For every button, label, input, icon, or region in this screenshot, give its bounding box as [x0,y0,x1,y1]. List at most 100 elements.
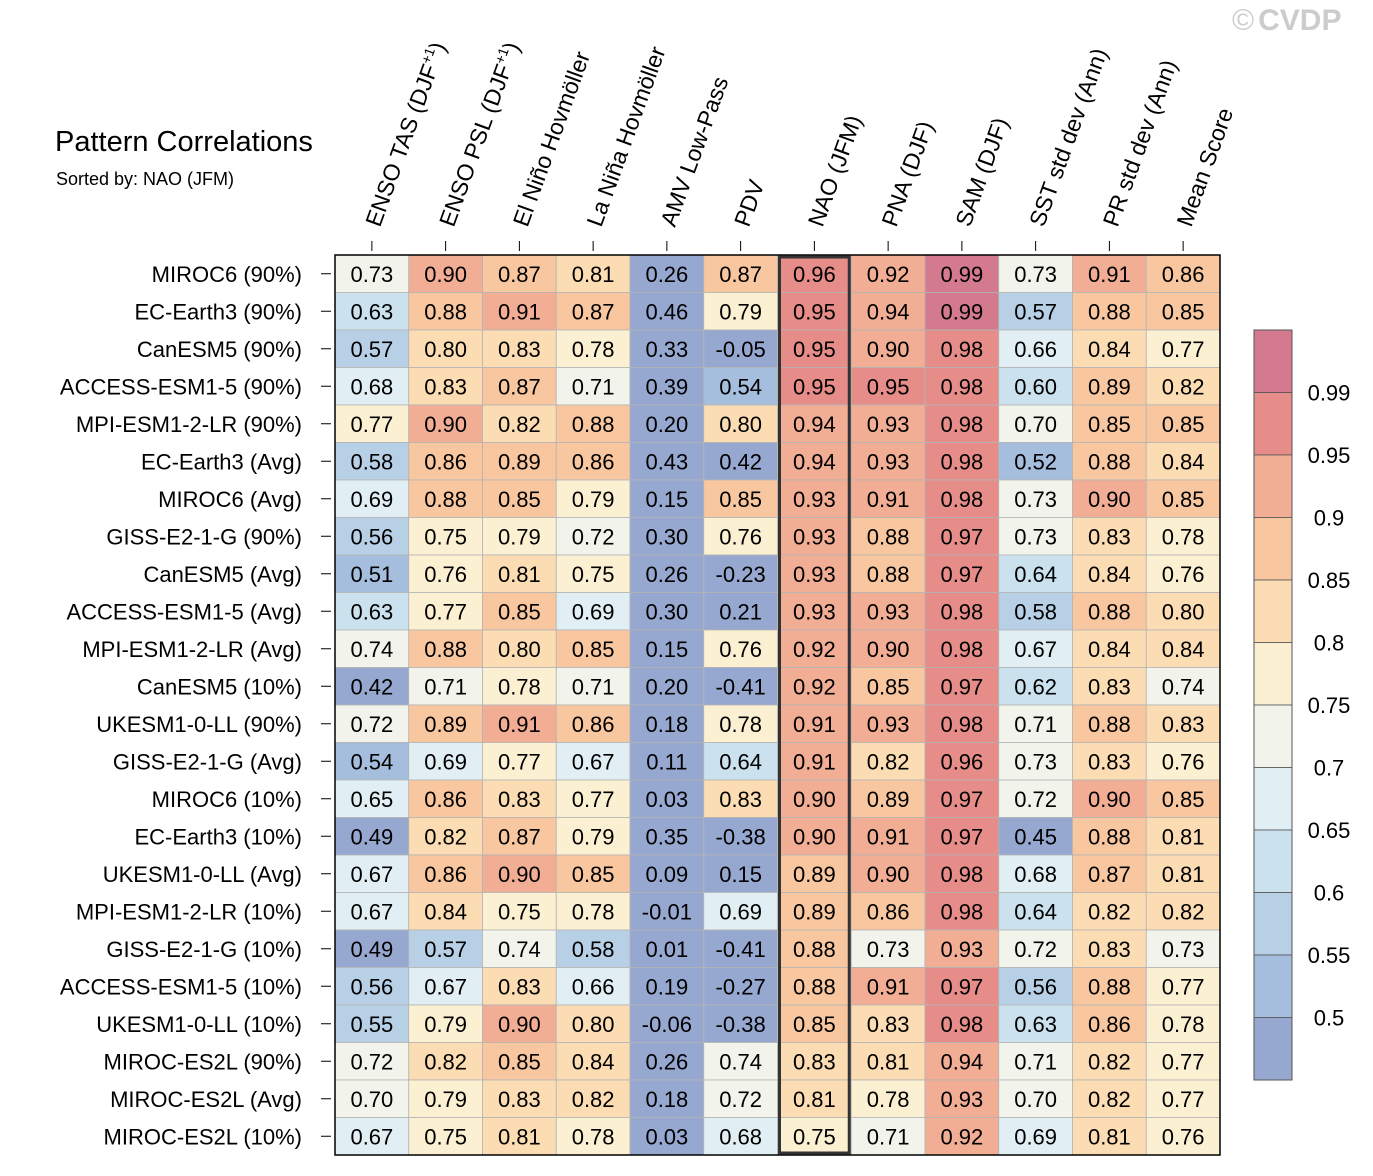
heatmap-cell [998,1117,1073,1156]
cell-value: 0.95 [867,374,910,399]
colorbar-segment [1253,392,1293,456]
heatmap-cell [629,442,705,481]
heatmap-cell [998,779,1073,818]
cell-value: 0.89 [1088,374,1131,399]
cell-value: 0.85 [498,1049,541,1074]
cell-value: 0.69 [350,487,393,512]
column-label: El Niño Hovmöller [508,48,595,230]
cell-value: 0.81 [498,562,541,587]
cell-value: 0.72 [1014,787,1057,812]
cell-value: 0.49 [350,824,393,849]
heatmap-cell [924,479,1000,518]
cell-value: 0.82 [424,824,467,849]
heatmap-cell [408,1004,483,1043]
heatmap-cell [1145,1042,1221,1081]
cell-value: 0.62 [1014,674,1057,699]
heatmap-cell [850,479,926,518]
cell-value: 0.77 [1162,974,1205,999]
cell-value: 0.88 [1088,449,1131,474]
heatmap-cell [703,592,778,631]
cell-value: 0.73 [1014,524,1057,549]
cell-value: 0.70 [350,1087,393,1112]
cell-value: 0.69 [424,749,467,774]
cell-value: 0.15 [645,487,688,512]
cell-value: 0.52 [1014,449,1057,474]
cell-value: 0.98 [940,1012,983,1037]
cell-value: -0.06 [642,1012,692,1037]
heatmap-cell [555,329,631,368]
row-label: MPI-ESM1-2-LR (90%) [76,412,302,437]
cell-value: 0.77 [350,412,393,437]
heatmap-cell [482,329,557,368]
cell-value: 0.90 [867,862,910,887]
cell-value: 0.78 [572,1124,615,1149]
cell-value: 0.18 [645,1087,688,1112]
cell-value: 0.84 [1162,449,1205,474]
heatmap-cell [482,892,557,931]
cell-value: 0.86 [572,449,615,474]
colorbar-label: 0.6 [1314,881,1345,906]
cell-value: 0.75 [424,1124,467,1149]
heatmap-cell [703,1117,778,1156]
heatmap-cell [998,742,1073,781]
copyright-icon: © [1232,4,1255,37]
heatmap-cell [850,742,926,781]
row-label: CanESM5 (Avg) [143,562,302,587]
cell-value: 0.03 [645,1124,688,1149]
heatmap-cell [334,967,410,1006]
heatmap-cell [703,704,778,743]
heatmap-cell [924,629,1000,668]
heatmap-cell [629,554,705,593]
heatmap-cell [555,704,631,743]
heatmap-cell [555,1004,631,1043]
heatmap-cell [998,554,1073,593]
heatmap-cell [334,629,410,668]
heatmap-cell [555,742,631,781]
heatmap-cell [1145,1079,1221,1118]
heatmap-cell [629,367,705,406]
cell-value: 0.71 [424,674,467,699]
heatmap-cell [629,929,705,968]
cell-value: 0.80 [719,412,762,437]
cell-value: 0.26 [645,262,688,287]
cell-value: 0.51 [350,562,393,587]
heatmap-cell [334,592,410,631]
colorbar-label: 0.99 [1308,381,1351,406]
heatmap-cell [703,479,778,518]
heatmap-cell [1145,892,1221,931]
heatmap-cell [555,442,631,481]
cell-value: 0.64 [719,749,762,774]
row-label: ACCESS-ESM1-5 (Avg) [66,599,302,624]
colorbar-segment [1253,704,1293,768]
cell-value: 0.69 [719,899,762,924]
cell-value: 0.81 [572,262,615,287]
cell-value: -0.23 [716,562,766,587]
cell-value: 0.79 [572,487,615,512]
cell-value: 0.93 [867,599,910,624]
heatmap-cell [998,817,1073,856]
cell-value: 0.77 [1162,1087,1205,1112]
cell-value: 0.78 [572,337,615,362]
heatmap-cell [629,592,705,631]
heatmap-cell [334,854,410,893]
row-label: GISS-E2-1-G (90%) [106,524,302,549]
cell-value: 0.92 [793,674,836,699]
cell-value: 0.90 [424,412,467,437]
cell-value: 0.63 [1014,1012,1057,1037]
heatmap-cell [334,667,410,706]
cell-value: 0.83 [1088,524,1131,549]
heatmap-cell [777,929,852,968]
heatmap-cell [924,329,1000,368]
cell-value: 0.54 [719,374,762,399]
cell-value: 0.56 [350,524,393,549]
heatmap-cell [482,704,557,743]
heatmap-cell [850,254,926,293]
heatmap-cell [408,1079,483,1118]
watermark-text: CVDP [1258,4,1342,37]
cell-value: 0.84 [572,1049,615,1074]
heatmap-cell [1072,1042,1147,1081]
cell-value: 0.73 [867,937,910,962]
heatmap-cell [1072,892,1147,931]
cell-value: 0.83 [424,374,467,399]
heatmap-cell [629,517,705,556]
